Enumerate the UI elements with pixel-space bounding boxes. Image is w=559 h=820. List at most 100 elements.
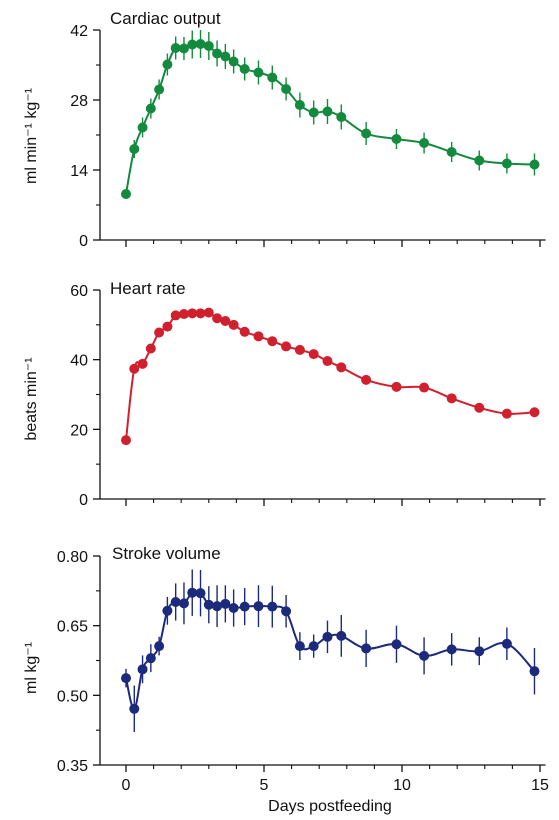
data-point <box>129 144 140 154</box>
data-point <box>212 601 223 612</box>
data-point <box>137 122 148 133</box>
data-point <box>253 601 264 612</box>
y-tick-label: 40 <box>70 353 88 370</box>
cardiac-output-panel: Cardiac output ml min⁻¹ kg⁻¹ 0 14 28 42 <box>23 9 546 250</box>
data-point <box>228 603 239 614</box>
data-point <box>294 100 305 110</box>
data-point <box>361 643 372 654</box>
data-point <box>294 344 305 355</box>
data-point <box>228 319 239 330</box>
data-point <box>121 435 131 446</box>
x-axis-label: Days postfeeding <box>268 798 392 815</box>
data-point <box>220 316 231 327</box>
data-point <box>529 159 540 170</box>
data-point <box>419 382 430 393</box>
x-tick-label: 5 <box>260 777 269 794</box>
data-point <box>267 72 278 83</box>
x-tick-label: 15 <box>531 777 549 794</box>
data-point <box>336 112 347 122</box>
data-point <box>129 363 140 374</box>
data-point <box>203 307 214 318</box>
data-point <box>121 189 131 199</box>
data-point <box>474 155 485 166</box>
data-point <box>228 56 239 67</box>
data-point <box>220 598 231 609</box>
y-tick-label: 0 <box>79 233 88 250</box>
data-point <box>501 158 512 169</box>
data-point <box>322 631 333 642</box>
data-point <box>195 308 206 319</box>
data-point <box>239 64 250 74</box>
data-point <box>154 327 165 338</box>
data-point <box>474 646 485 657</box>
data-point <box>187 39 198 50</box>
data-point <box>170 310 181 321</box>
data-point <box>137 664 148 675</box>
data-point <box>281 341 292 352</box>
data-point <box>187 587 198 598</box>
y-tick-label: 60 <box>70 283 88 300</box>
data-point <box>391 134 402 144</box>
data-point <box>281 84 292 94</box>
data-point <box>178 598 189 609</box>
data-point <box>145 343 156 354</box>
data-point <box>267 601 278 612</box>
data-point <box>474 402 485 413</box>
series-line <box>125 42 535 195</box>
y-tick-label: 14 <box>70 163 88 180</box>
data-point <box>203 41 214 51</box>
data-point <box>145 653 156 664</box>
data-point <box>253 67 264 78</box>
y-tick-label: 20 <box>70 422 88 439</box>
data-point <box>294 641 305 652</box>
data-point <box>195 588 206 599</box>
y-axis-label-heart-rate: beats min⁻¹ <box>23 357 40 440</box>
data-point <box>170 596 181 607</box>
y-tick-label: 0.65 <box>57 619 88 636</box>
stroke-volume-panel: Stroke volume ml kg⁻¹ Days postfeeding 0… <box>23 544 549 815</box>
panel-title-cardiac-output: Cardiac output <box>110 9 221 28</box>
data-point <box>253 331 264 342</box>
data-point <box>336 630 347 641</box>
y-tick-label: 28 <box>70 93 88 110</box>
data-point <box>212 313 223 324</box>
data-point <box>267 336 278 347</box>
data-point <box>419 138 430 148</box>
data-point <box>361 128 372 139</box>
y-tick-label: 42 <box>70 23 88 40</box>
data-point <box>391 381 402 392</box>
data-point <box>162 321 173 332</box>
data-point <box>446 147 457 157</box>
data-point <box>195 39 206 49</box>
y-axis-label-cardiac-output: ml min⁻¹ kg⁻¹ <box>23 88 40 184</box>
series-line <box>125 311 535 441</box>
data-point <box>446 393 457 404</box>
data-point <box>162 605 173 616</box>
x-tick-label: 10 <box>393 777 411 794</box>
panel-title-heart-rate: Heart rate <box>110 279 186 298</box>
data-point <box>308 641 319 652</box>
data-point <box>187 308 198 319</box>
data-point <box>336 362 347 373</box>
y-tick-label: 0.50 <box>57 688 88 705</box>
panel-title-stroke-volume: Stroke volume <box>112 544 221 563</box>
data-point <box>154 641 165 652</box>
data-point <box>178 309 189 320</box>
data-point <box>137 358 148 369</box>
data-point <box>446 644 457 655</box>
data-point <box>170 43 181 53</box>
data-point <box>178 43 189 54</box>
data-point <box>529 666 540 677</box>
data-point <box>361 374 372 385</box>
data-point <box>154 84 165 95</box>
data-point <box>239 601 250 612</box>
data-point <box>212 48 223 59</box>
data-point <box>322 356 333 367</box>
data-point <box>281 606 292 617</box>
data-point <box>121 673 131 684</box>
data-point <box>419 650 430 661</box>
data-point <box>308 107 319 118</box>
data-point <box>308 349 319 360</box>
y-tick-label: 0.80 <box>57 549 88 566</box>
